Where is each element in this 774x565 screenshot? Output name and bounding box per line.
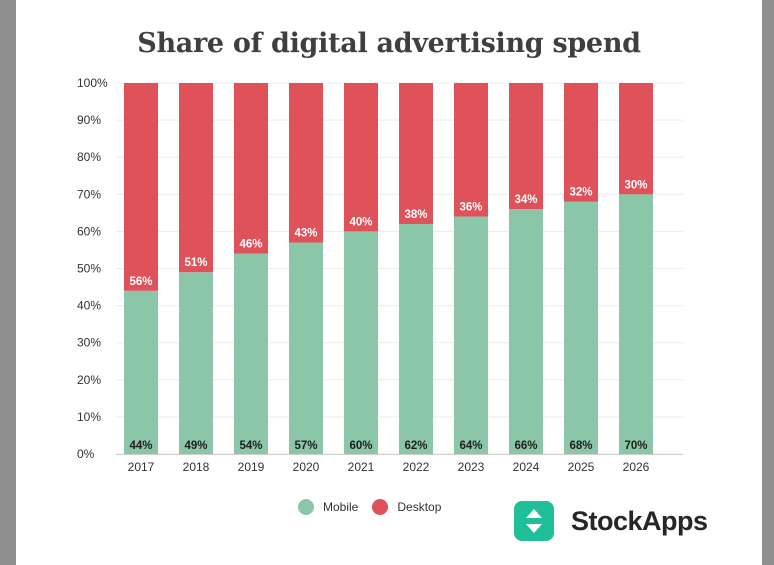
data-label-mobile: 57% — [294, 440, 317, 452]
y-tick-label: 0% — [77, 447, 95, 461]
chart-card: Share of digital advertising spend 0% 10%… — [16, 0, 762, 565]
y-tick-label: 20% — [77, 373, 101, 387]
bar-mobile-2026 — [619, 194, 653, 455]
x-tick-label: 2021 — [348, 460, 375, 474]
bar-desktop-2026 — [619, 83, 653, 195]
bar-desktop-2022 — [399, 83, 433, 224]
data-label-desktop: 32% — [569, 187, 592, 199]
legend-label-desktop: Desktop — [397, 500, 442, 514]
brand: StockApps — [514, 501, 708, 541]
bar-desktop-2023 — [454, 83, 488, 217]
brand-name: StockApps — [571, 505, 708, 536]
x-tick-label: 2022 — [403, 460, 430, 474]
data-label-mobile: 66% — [514, 440, 537, 452]
y-tick-label: 10% — [77, 410, 101, 424]
data-label-mobile: 62% — [404, 440, 427, 452]
legend-swatch-desktop — [372, 499, 389, 515]
bar-mobile-2018 — [179, 272, 213, 454]
data-label-desktop: 38% — [404, 209, 427, 221]
x-tick-label: 2025 — [568, 460, 595, 474]
data-label-desktop: 30% — [624, 179, 647, 191]
y-tick-label: 60% — [77, 224, 101, 238]
x-tick-label: 2017 — [128, 460, 155, 474]
bar-chart: 0% 10% 20% 30% 40% 50% 60% 70% 80% 90% 100% 44% 56% 2… — [77, 76, 683, 474]
bar-mobile-2025 — [564, 201, 598, 454]
data-label-desktop: 43% — [294, 228, 317, 240]
bar-mobile-2022 — [399, 223, 433, 454]
y-tick-label: 70% — [77, 187, 101, 201]
legend-item-desktop: Desktop — [372, 499, 441, 515]
legend-swatch-mobile — [298, 499, 314, 515]
y-tick-label: 30% — [77, 336, 101, 350]
bar-desktop-2018 — [179, 83, 213, 273]
legend-item-mobile: Mobile — [298, 499, 358, 515]
data-label-mobile: 64% — [459, 440, 482, 452]
data-label-mobile: 44% — [129, 440, 152, 452]
bar-desktop-2025 — [564, 83, 598, 202]
up-down-arrows-icon — [514, 501, 554, 541]
y-tick-label: 80% — [77, 150, 101, 164]
data-label-mobile: 70% — [624, 440, 647, 452]
bar-mobile-2017 — [124, 290, 158, 454]
y-tick-label: 50% — [77, 262, 101, 276]
legend: Mobile Desktop — [298, 499, 455, 515]
data-label-desktop: 56% — [129, 276, 152, 288]
y-tick-label: 100% — [77, 76, 108, 90]
data-label-mobile: 49% — [184, 440, 207, 452]
y-tick-label: 90% — [77, 113, 101, 127]
x-tick-label: 2020 — [293, 460, 320, 474]
bar-desktop-2017 — [124, 83, 158, 291]
data-label-desktop: 51% — [184, 257, 207, 269]
bar-desktop-2019 — [234, 83, 268, 254]
bar-mobile-2021 — [344, 231, 378, 454]
data-label-mobile: 60% — [349, 440, 372, 452]
legend-label-mobile: Mobile — [323, 500, 359, 514]
chart-title: Share of digital advertising spend — [137, 28, 641, 59]
data-label-desktop: 34% — [514, 194, 537, 206]
x-tick-label: 2023 — [458, 460, 485, 474]
bar-mobile-2020 — [289, 242, 323, 454]
data-label-desktop: 36% — [459, 202, 482, 214]
data-label-desktop: 40% — [349, 216, 372, 228]
x-tick-label: 2019 — [238, 460, 265, 474]
x-tick-label: 2024 — [513, 460, 540, 474]
y-tick-label: 40% — [77, 299, 101, 313]
bar-desktop-2021 — [344, 83, 378, 232]
data-label-desktop: 46% — [239, 239, 262, 251]
x-tick-label: 2026 — [623, 460, 650, 474]
bar-desktop-2024 — [509, 83, 543, 210]
data-label-mobile: 54% — [239, 440, 262, 452]
x-tick-label: 2018 — [183, 460, 210, 474]
bar-mobile-2019 — [234, 253, 268, 454]
bar-mobile-2024 — [509, 209, 543, 454]
data-label-mobile: 68% — [569, 440, 592, 452]
bar-mobile-2023 — [454, 216, 488, 454]
bar-desktop-2020 — [289, 83, 323, 243]
